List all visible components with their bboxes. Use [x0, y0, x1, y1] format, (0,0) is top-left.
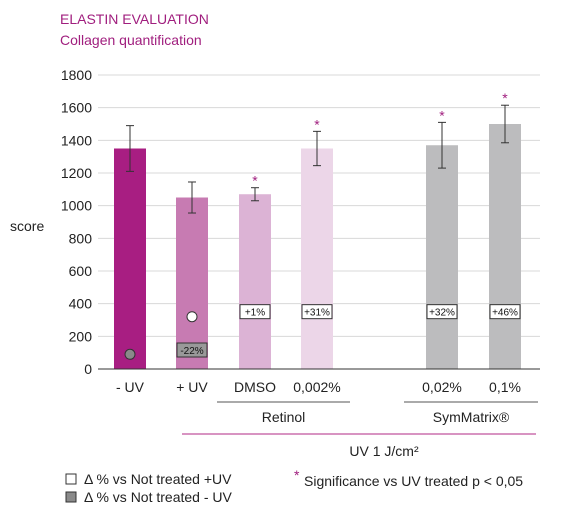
y-tick-label: 1800 [61, 67, 92, 83]
x-tick-label: DMSO [234, 379, 276, 395]
legend-dark-swatch [65, 491, 77, 503]
y-axis-ticks: 0 200 400 600 800 1000 1200 1400 1600 1800 [61, 67, 92, 377]
legend: Δ % vs Not treated +UV Δ % vs Not treate… [65, 467, 523, 505]
marker-vs-not-treated-plus-uv [186, 311, 198, 323]
y-axis-label: score [10, 218, 44, 234]
significance-star: * [252, 173, 258, 189]
x-tick-label: 0,002% [293, 379, 340, 395]
delta-label: +32% [429, 308, 455, 319]
x-tick-label: + UV [176, 379, 208, 395]
chart-title: ELASTIN EVALUATION [60, 11, 209, 27]
delta-box [489, 304, 521, 320]
legend-star-symbol: * [294, 467, 300, 483]
legend-dark-label: Δ % vs Not treated - UV [84, 489, 233, 505]
y-tick-label: 1400 [61, 132, 92, 148]
delta-label: +46% [492, 308, 518, 319]
bar [301, 148, 333, 369]
delta-label: +31% [304, 308, 330, 319]
significance-star: * [314, 116, 320, 132]
delta-label: +1% [245, 308, 265, 319]
y-tick-label: 1200 [61, 165, 92, 181]
legend-star-note: Significance vs UV treated p < 0,05 [304, 473, 523, 489]
y-tick-label: 0 [84, 361, 92, 377]
marker-vs-not-treated-minus-uv [124, 348, 136, 360]
significance-star: * [502, 90, 508, 106]
group-label: Retinol [262, 409, 306, 425]
delta-label: -22% [180, 346, 203, 357]
delta-box [176, 342, 208, 358]
y-tick-label: 1600 [61, 100, 92, 116]
bar [489, 124, 521, 369]
x-tick-label: - UV [116, 379, 145, 395]
bars [114, 124, 521, 369]
x-axis-labels: - UV + UV DMSO 0,002% 0,02% 0,1% [116, 379, 521, 395]
y-tick-label: 200 [69, 328, 93, 344]
bar [426, 145, 458, 369]
y-tick-label: 400 [69, 296, 93, 312]
y-tick-label: 600 [69, 263, 93, 279]
group-label: SymMatrix® [433, 409, 510, 425]
bar-annotations: -22% * +1% * +31% * +32% * +46% [124, 90, 521, 360]
group-brackets: Retinol SymMatrix® [217, 401, 538, 425]
bar [176, 197, 208, 369]
treatment-label: UV 1 J/cm² [349, 443, 419, 459]
y-tick-label: 1000 [61, 198, 92, 214]
x-tick-label: 0,1% [489, 379, 521, 395]
significance-star: * [439, 107, 445, 123]
chart-subtitle: Collagen quantification [60, 32, 202, 48]
delta-box [239, 304, 271, 320]
bar [114, 148, 146, 369]
legend-light-swatch [65, 473, 77, 485]
y-tick-label: 800 [69, 230, 93, 246]
delta-box [301, 304, 333, 320]
legend-light-label: Δ % vs Not treated +UV [84, 471, 232, 487]
x-tick-label: 0,02% [422, 379, 462, 395]
delta-box [426, 304, 458, 320]
bar [239, 194, 271, 369]
